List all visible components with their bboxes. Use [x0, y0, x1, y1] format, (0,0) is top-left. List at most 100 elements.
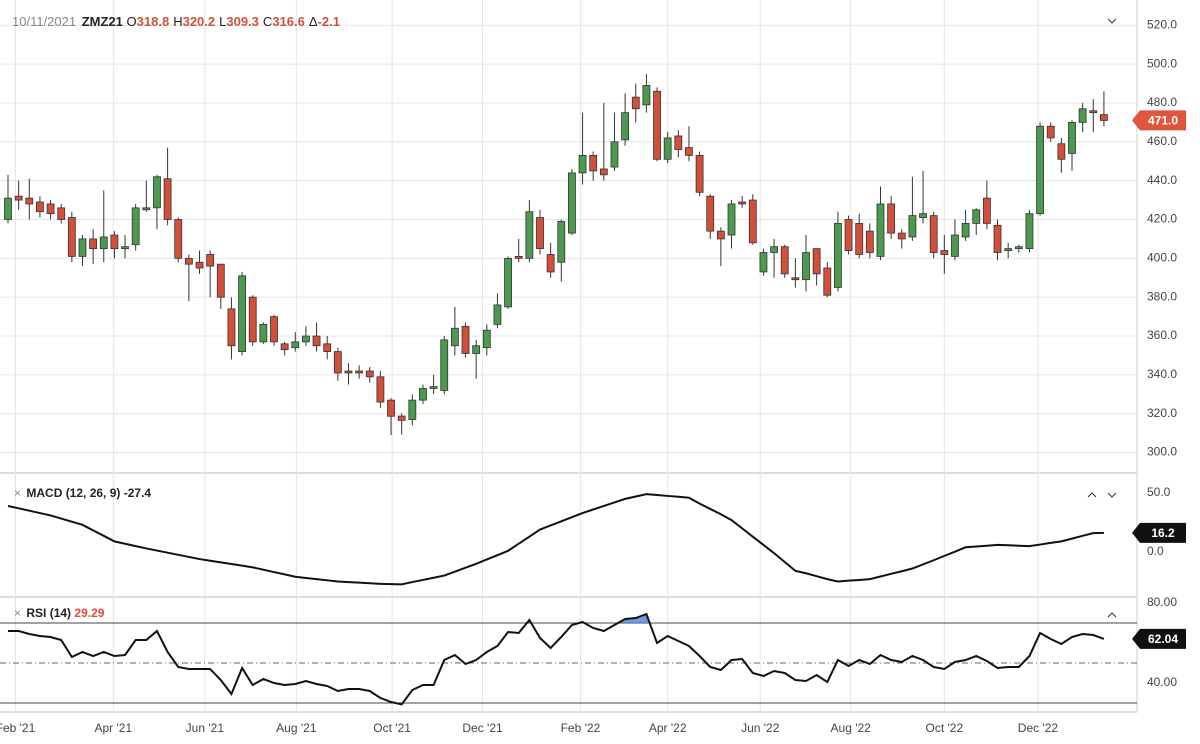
x-tick-label: Dec '21: [462, 721, 503, 735]
move-up-icon[interactable]: [1087, 492, 1097, 498]
x-tick-label: Apr '21: [95, 721, 133, 735]
candle-body: [897, 232, 906, 240]
candle-body: [461, 325, 470, 354]
candle-body: [631, 96, 640, 110]
y-tick-label: 420.0: [1147, 212, 1177, 226]
candle-body: [855, 222, 864, 255]
x-tick-label: Jun '21: [186, 721, 225, 735]
value-tag-label: 16.2: [1151, 526, 1175, 540]
candle-body: [291, 341, 300, 349]
candle-body: [67, 217, 76, 257]
candle-body: [355, 370, 364, 374]
y-tick-label: 340.0: [1147, 367, 1177, 381]
candle-body: [270, 316, 278, 343]
candle-body: [344, 370, 353, 374]
close-icon[interactable]: ×: [14, 486, 22, 500]
candle-body: [1078, 108, 1087, 123]
ohlc-value: -2.1: [317, 14, 340, 29]
ohlc-value: 316.6: [272, 14, 305, 29]
x-tick-label: Feb '21: [0, 721, 36, 735]
candle-body: [1100, 114, 1108, 121]
candle-body: [142, 207, 151, 211]
candle-body: [36, 201, 44, 213]
candle-body: [536, 217, 544, 250]
x-tick-label: Oct '21: [373, 721, 411, 735]
candle-body: [376, 376, 385, 403]
candle-body: [748, 199, 757, 244]
candle-body: [759, 252, 768, 273]
candle-body: [365, 370, 374, 378]
candle-body: [1046, 125, 1055, 139]
candle-body: [1025, 213, 1034, 250]
y-tick-label: 440.0: [1147, 173, 1177, 187]
ohlc-key: Δ: [308, 14, 318, 29]
candle-body: [238, 275, 246, 352]
ohlc-value: 320.2: [182, 14, 216, 29]
collapse-icon[interactable]: [1107, 18, 1117, 24]
rsi-title: RSI (14): [26, 606, 72, 620]
y-tick-label: 320.0: [1147, 406, 1177, 420]
candle-body: [727, 203, 736, 236]
candle-body: [387, 399, 395, 417]
candle-body: [78, 238, 87, 257]
y-tick-label: 480.0: [1147, 95, 1177, 109]
close-icon[interactable]: ×: [14, 606, 22, 620]
candle-body: [972, 209, 981, 224]
candle-body: [568, 172, 576, 234]
ohlc-key: O: [126, 14, 137, 29]
value-tag-label: 471.0: [1148, 114, 1178, 128]
candle-body: [493, 304, 502, 325]
candle-body: [57, 207, 66, 220]
candle-body: [823, 267, 832, 296]
y-tick-label: 500.0: [1147, 56, 1177, 70]
candle-body: [919, 213, 927, 218]
x-tick-label: Aug '21: [276, 721, 317, 735]
candle-body: [1068, 121, 1076, 154]
candle-body: [46, 203, 55, 215]
candle-body: [514, 255, 523, 259]
x-tick-label: Apr '22: [649, 721, 687, 735]
value-tag: [1132, 522, 1186, 543]
y-tick-label: 40.00: [1147, 675, 1177, 689]
y-tick-label: 460.0: [1147, 134, 1177, 148]
candle-body: [599, 168, 608, 176]
candle-body: [99, 236, 108, 250]
candle-body: [951, 234, 959, 257]
candle-body: [174, 219, 183, 259]
candle-body: [908, 215, 917, 238]
ohlc: O318.8 H320.2 L309.3 C316.6 Δ-2.1: [127, 14, 344, 29]
ohlc-key: C: [262, 14, 273, 29]
rsi-header: × RSI (14) 29.29: [14, 606, 106, 620]
candle-body: [1089, 110, 1098, 114]
move-down-icon[interactable]: [1107, 492, 1117, 498]
candle-body: [706, 195, 715, 232]
candle-body: [940, 250, 949, 255]
candle-body: [440, 339, 449, 391]
candle-body: [546, 254, 555, 273]
candle-body: [834, 222, 842, 288]
candle-body: [153, 176, 161, 209]
candle-body: [929, 215, 938, 253]
candle-body: [716, 230, 725, 240]
x-tick-label: Feb '22: [561, 721, 601, 735]
value-tag: [1132, 110, 1186, 131]
candle-body: [589, 154, 598, 172]
candle-body: [791, 277, 800, 281]
candle-body: [674, 135, 683, 150]
candle-body: [685, 147, 693, 156]
candle-body: [280, 343, 289, 351]
candle-body: [578, 154, 587, 174]
x-tick-label: Jun '22: [741, 721, 780, 735]
candle-body: [557, 221, 566, 263]
candle-body: [216, 263, 225, 298]
candle-body: [302, 335, 310, 343]
move-up-icon[interactable]: [1107, 612, 1117, 618]
candle-body: [812, 248, 821, 275]
candle-body: [993, 224, 1002, 253]
ohlc-value: 318.8: [136, 14, 170, 29]
x-tick-label: Aug '22: [831, 721, 872, 735]
candle-body: [227, 308, 236, 347]
candle-body: [1036, 125, 1044, 215]
indicator-line: [8, 612, 1105, 706]
candle-body: [982, 197, 991, 224]
